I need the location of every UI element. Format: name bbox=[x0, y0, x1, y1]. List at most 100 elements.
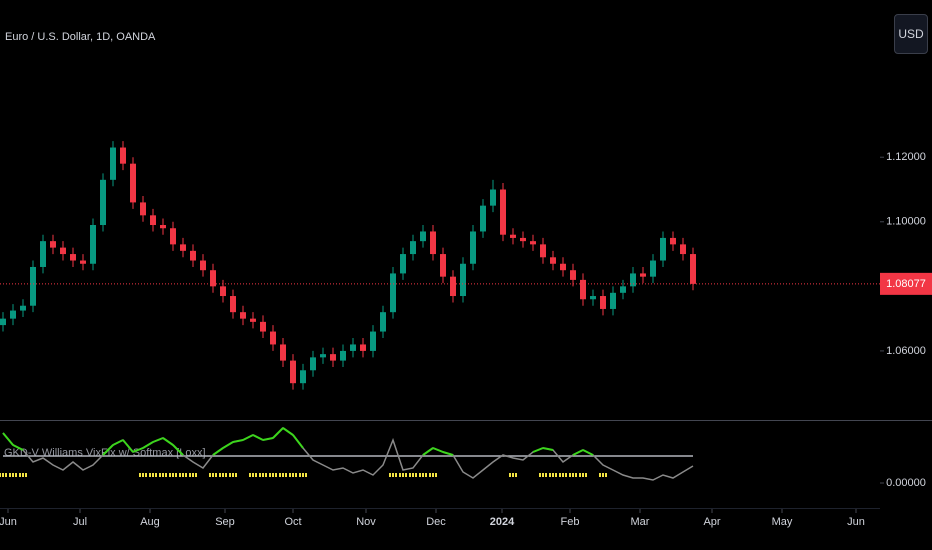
signal-dot bbox=[585, 473, 587, 477]
signal-dot bbox=[299, 473, 301, 477]
candle-body bbox=[170, 228, 176, 245]
signal-dot bbox=[265, 473, 267, 477]
indicator-highlight bbox=[172, 444, 184, 456]
candle-body bbox=[600, 296, 606, 309]
signal-dot bbox=[145, 473, 147, 477]
signal-dot bbox=[15, 473, 17, 477]
candle-body bbox=[380, 312, 386, 332]
candle-body bbox=[510, 234, 516, 238]
signal-dot bbox=[415, 473, 417, 477]
signal-dot bbox=[249, 473, 251, 477]
signal-dot bbox=[435, 473, 437, 477]
signal-dot bbox=[185, 473, 187, 477]
signal-dot bbox=[569, 473, 571, 477]
candle-body bbox=[40, 241, 46, 267]
signal-dot bbox=[282, 473, 284, 477]
signal-dot bbox=[0, 473, 1, 477]
signal-dot bbox=[169, 473, 171, 477]
indicator-highlight bbox=[582, 449, 594, 456]
candle-body bbox=[520, 237, 526, 242]
signal-dot bbox=[269, 473, 271, 477]
signal-dot bbox=[212, 473, 214, 477]
candle-body bbox=[660, 237, 666, 261]
signal-dot bbox=[232, 473, 234, 477]
candle-body bbox=[70, 254, 76, 261]
signal-dot bbox=[2, 473, 4, 477]
signal-dot bbox=[139, 473, 141, 477]
signal-dot bbox=[552, 473, 554, 477]
signal-dot bbox=[429, 473, 431, 477]
candle-body bbox=[620, 286, 626, 293]
indicator-highlight bbox=[132, 447, 144, 453]
indicator-highlight bbox=[142, 441, 154, 449]
signal-dot bbox=[175, 473, 177, 477]
signal-dot bbox=[555, 473, 557, 477]
indicator-highlight bbox=[422, 447, 434, 456]
indicator-highlight bbox=[252, 434, 264, 441]
signal-dot bbox=[545, 473, 547, 477]
candle-body bbox=[680, 244, 686, 255]
candle-body bbox=[310, 357, 316, 371]
signal-dot bbox=[572, 473, 574, 477]
x-tick-label: Jun bbox=[0, 516, 17, 528]
indicator-highlight bbox=[112, 439, 124, 446]
signal-dot bbox=[22, 473, 24, 477]
candle-body bbox=[100, 179, 106, 226]
candle-body bbox=[180, 244, 186, 251]
signal-dot bbox=[512, 473, 514, 477]
candle-body bbox=[210, 270, 216, 287]
candle-body bbox=[500, 189, 506, 235]
candle-body bbox=[230, 296, 236, 313]
candle-body bbox=[220, 286, 226, 297]
signal-dot bbox=[542, 473, 544, 477]
candle-body bbox=[580, 279, 586, 300]
signal-dot bbox=[225, 473, 227, 477]
signal-dot bbox=[5, 473, 7, 477]
signal-dot bbox=[285, 473, 287, 477]
signal-dot bbox=[259, 473, 261, 477]
x-tick-label: Jul bbox=[73, 516, 87, 528]
candle-body bbox=[90, 225, 96, 264]
candle-body bbox=[120, 147, 126, 164]
signal-dot bbox=[9, 473, 11, 477]
indicator-highlight bbox=[2, 432, 14, 446]
x-tick-label: Mar bbox=[631, 516, 650, 528]
candle-body bbox=[270, 331, 276, 345]
candle-body bbox=[670, 237, 676, 245]
candle-body bbox=[350, 344, 356, 351]
signal-dot bbox=[305, 473, 307, 477]
candle-body bbox=[400, 254, 406, 274]
candle-body bbox=[540, 244, 546, 258]
signal-dot bbox=[425, 473, 427, 477]
signal-dot bbox=[559, 473, 561, 477]
currency-button[interactable]: USD bbox=[894, 14, 928, 54]
candle-body bbox=[610, 292, 616, 309]
signal-dot bbox=[392, 473, 394, 477]
candle-body bbox=[430, 231, 436, 255]
signal-dot bbox=[152, 473, 154, 477]
candle-body bbox=[190, 250, 196, 261]
candle-body bbox=[320, 354, 326, 358]
signal-dot bbox=[142, 473, 144, 477]
signal-dot bbox=[12, 473, 14, 477]
candle-body bbox=[560, 263, 566, 271]
signal-dot bbox=[292, 473, 294, 477]
indicator-highlight bbox=[12, 444, 24, 451]
signal-dot bbox=[565, 473, 567, 477]
x-tick-label: Sep bbox=[215, 516, 235, 528]
candle-body bbox=[80, 260, 86, 264]
candle-body bbox=[410, 241, 416, 255]
signal-dot bbox=[162, 473, 164, 477]
signal-dot bbox=[602, 473, 604, 477]
signal-dot bbox=[215, 473, 217, 477]
indicator-highlight bbox=[282, 427, 294, 436]
signal-dot bbox=[302, 473, 304, 477]
x-tick-label: Jun bbox=[847, 516, 865, 528]
signal-dot bbox=[179, 473, 181, 477]
signal-dot bbox=[412, 473, 414, 477]
signal-dot bbox=[279, 473, 281, 477]
candle-body bbox=[340, 350, 346, 361]
candle-body bbox=[390, 273, 396, 313]
candle-body bbox=[200, 260, 206, 271]
